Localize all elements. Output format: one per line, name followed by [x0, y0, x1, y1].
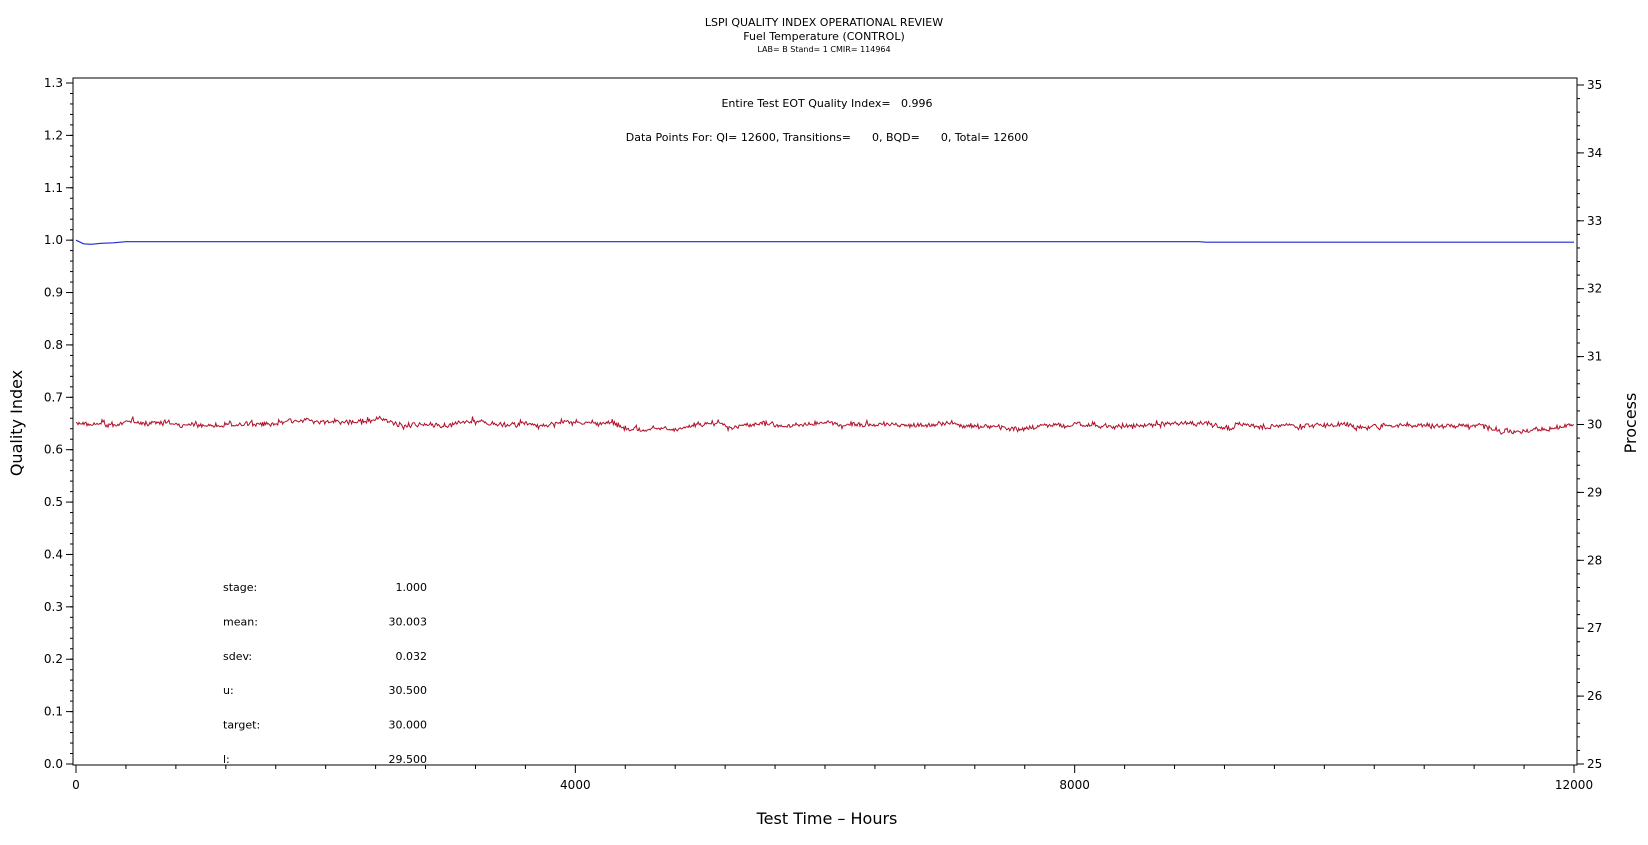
quality-index-line	[75, 239, 1574, 245]
y-right-tick-label: 25	[1587, 757, 1602, 771]
y-left-tick-label: 1.2	[44, 128, 63, 142]
x-tick-label: 4000	[560, 778, 591, 792]
stat-label: mean:	[223, 615, 258, 628]
y-right-tick-label: 27	[1587, 621, 1602, 635]
stat-label: target:	[223, 719, 260, 732]
stat-value: 30.000	[389, 719, 428, 732]
y-left-tick-label: 0.2	[44, 652, 63, 666]
stat-label: sdev:	[223, 650, 252, 663]
y-left-tick-label: 1.3	[44, 76, 63, 90]
stat-value: 30.003	[389, 615, 428, 628]
y-left-tick-label: 0.3	[44, 600, 63, 614]
stat-value: 1.000	[396, 581, 428, 594]
x-axis-label: Test Time – Hours	[756, 809, 898, 828]
x-tick-label: 12000	[1555, 778, 1593, 792]
y-right-tick-label: 28	[1587, 553, 1602, 567]
y-axis-left-label: Quality Index	[7, 370, 26, 476]
y-left-tick-label: 0.8	[44, 338, 63, 352]
y-left-tick-label: 0.4	[44, 547, 63, 561]
y-right-tick-label: 35	[1587, 78, 1602, 92]
y-left-tick-label: 0.0	[44, 757, 63, 771]
y-left-tick-label: 0.1	[44, 705, 63, 719]
y-right-tick-label: 34	[1587, 146, 1602, 160]
y-left-tick-label: 1.1	[44, 181, 63, 195]
chart-subtitle: Fuel Temperature (CONTROL)	[743, 30, 905, 43]
y-axis-right-label: Process	[1621, 393, 1640, 454]
chart-subtitle-2: LAB= B Stand= 1 CMIR= 114964	[757, 45, 890, 54]
y-right-tick-label: 30	[1587, 418, 1602, 432]
y-left-tick-label: 1.0	[44, 233, 63, 247]
stat-value: 30.500	[389, 684, 428, 697]
y-right-tick-label: 29	[1587, 485, 1602, 499]
x-tick-label: 0	[72, 778, 80, 792]
y-left-tick-label: 0.7	[44, 390, 63, 404]
y-right-tick-label: 26	[1587, 689, 1602, 703]
y-right-tick-label: 33	[1587, 214, 1602, 228]
y-left-tick-label: 0.6	[44, 443, 63, 457]
stat-label: l:	[223, 753, 230, 766]
y-left-tick-label: 0.9	[44, 286, 63, 300]
process-line	[75, 415, 1575, 435]
eot-quality-index-annotation: Entire Test EOT Quality Index= 0.996	[721, 97, 932, 110]
stat-label: stage:	[223, 581, 257, 594]
stat-value: 29.500	[389, 753, 428, 766]
stat-label: u:	[223, 684, 234, 697]
y-right-tick-label: 31	[1587, 350, 1602, 364]
y-left-tick-label: 0.5	[44, 495, 63, 509]
x-tick-label: 8000	[1059, 778, 1090, 792]
stat-value: 0.032	[396, 650, 428, 663]
chart-title: LSPI QUALITY INDEX OPERATIONAL REVIEW	[705, 16, 943, 29]
y-right-tick-label: 32	[1587, 282, 1602, 296]
data-points-annotation: Data Points For: QI= 12600, Transitions=…	[626, 131, 1028, 144]
